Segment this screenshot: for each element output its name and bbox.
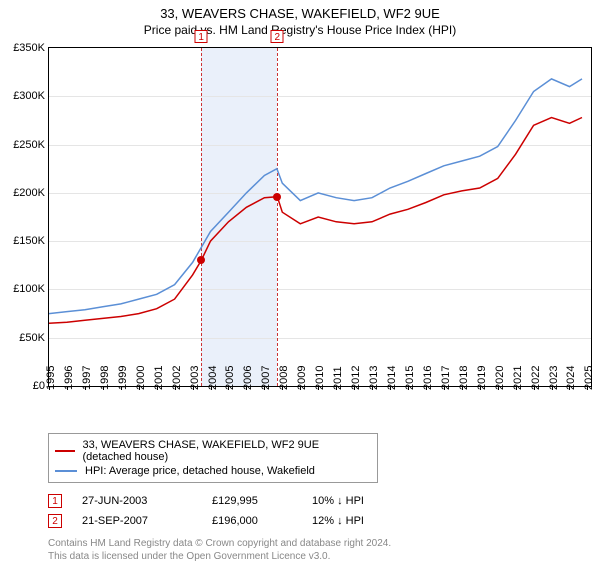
sale-row: 2 21-SEP-2007£196,00012% ↓ HPI bbox=[48, 511, 592, 531]
y-tick-label: £250K bbox=[13, 139, 45, 151]
footer-line-1: Contains HM Land Registry data © Crown c… bbox=[48, 537, 592, 550]
legend-swatch bbox=[55, 450, 75, 452]
sale-pct: 12% ↓ HPI bbox=[312, 515, 432, 527]
page-subtitle: Price paid vs. HM Land Registry's House … bbox=[0, 23, 600, 37]
legend-item: HPI: Average price, detached house, Wake… bbox=[55, 464, 371, 478]
sales-table: 1 27-JUN-2003£129,99510% ↓ HPI 2 21-SEP-200… bbox=[48, 491, 592, 531]
y-tick-label: £0 bbox=[33, 380, 45, 392]
price-chart: £0£50K£100K£150K£200K£250K£300K£350K1995… bbox=[48, 47, 592, 387]
y-tick-label: £350K bbox=[13, 42, 45, 54]
legend-swatch bbox=[55, 470, 77, 472]
series-hpi bbox=[49, 79, 582, 314]
sale-date: 21-SEP-2007 bbox=[82, 515, 212, 527]
sale-row-marker: 2 bbox=[48, 514, 62, 528]
legend-item: 33, WEAVERS CHASE, WAKEFIELD, WF2 9UE (d… bbox=[55, 438, 371, 464]
sale-marker-2: 2 bbox=[271, 30, 284, 43]
sale-row: 1 27-JUN-2003£129,99510% ↓ HPI bbox=[48, 491, 592, 511]
legend-label: HPI: Average price, detached house, Wake… bbox=[85, 465, 315, 477]
sale-point bbox=[197, 256, 205, 264]
sale-row-marker: 1 bbox=[48, 494, 62, 508]
legend-box: 33, WEAVERS CHASE, WAKEFIELD, WF2 9UE (d… bbox=[48, 433, 378, 483]
sale-marker-1: 1 bbox=[195, 30, 208, 43]
sale-price: £196,000 bbox=[212, 515, 312, 527]
sale-date: 27-JUN-2003 bbox=[82, 495, 212, 507]
y-tick-label: £150K bbox=[13, 235, 45, 247]
sale-pct: 10% ↓ HPI bbox=[312, 495, 432, 507]
footer-attribution: Contains HM Land Registry data © Crown c… bbox=[48, 537, 592, 563]
series-price_paid bbox=[49, 118, 582, 324]
y-tick-label: £200K bbox=[13, 187, 45, 199]
sale-price: £129,995 bbox=[212, 495, 312, 507]
page-title: 33, WEAVERS CHASE, WAKEFIELD, WF2 9UE bbox=[0, 6, 600, 21]
legend-label: 33, WEAVERS CHASE, WAKEFIELD, WF2 9UE (d… bbox=[83, 439, 371, 463]
sale-point bbox=[273, 193, 281, 201]
y-tick-label: £300K bbox=[13, 90, 45, 102]
footer-line-2: This data is licensed under the Open Gov… bbox=[48, 550, 592, 563]
chart-lines bbox=[49, 48, 591, 386]
y-tick-label: £100K bbox=[13, 283, 45, 295]
y-tick-label: £50K bbox=[19, 332, 45, 344]
